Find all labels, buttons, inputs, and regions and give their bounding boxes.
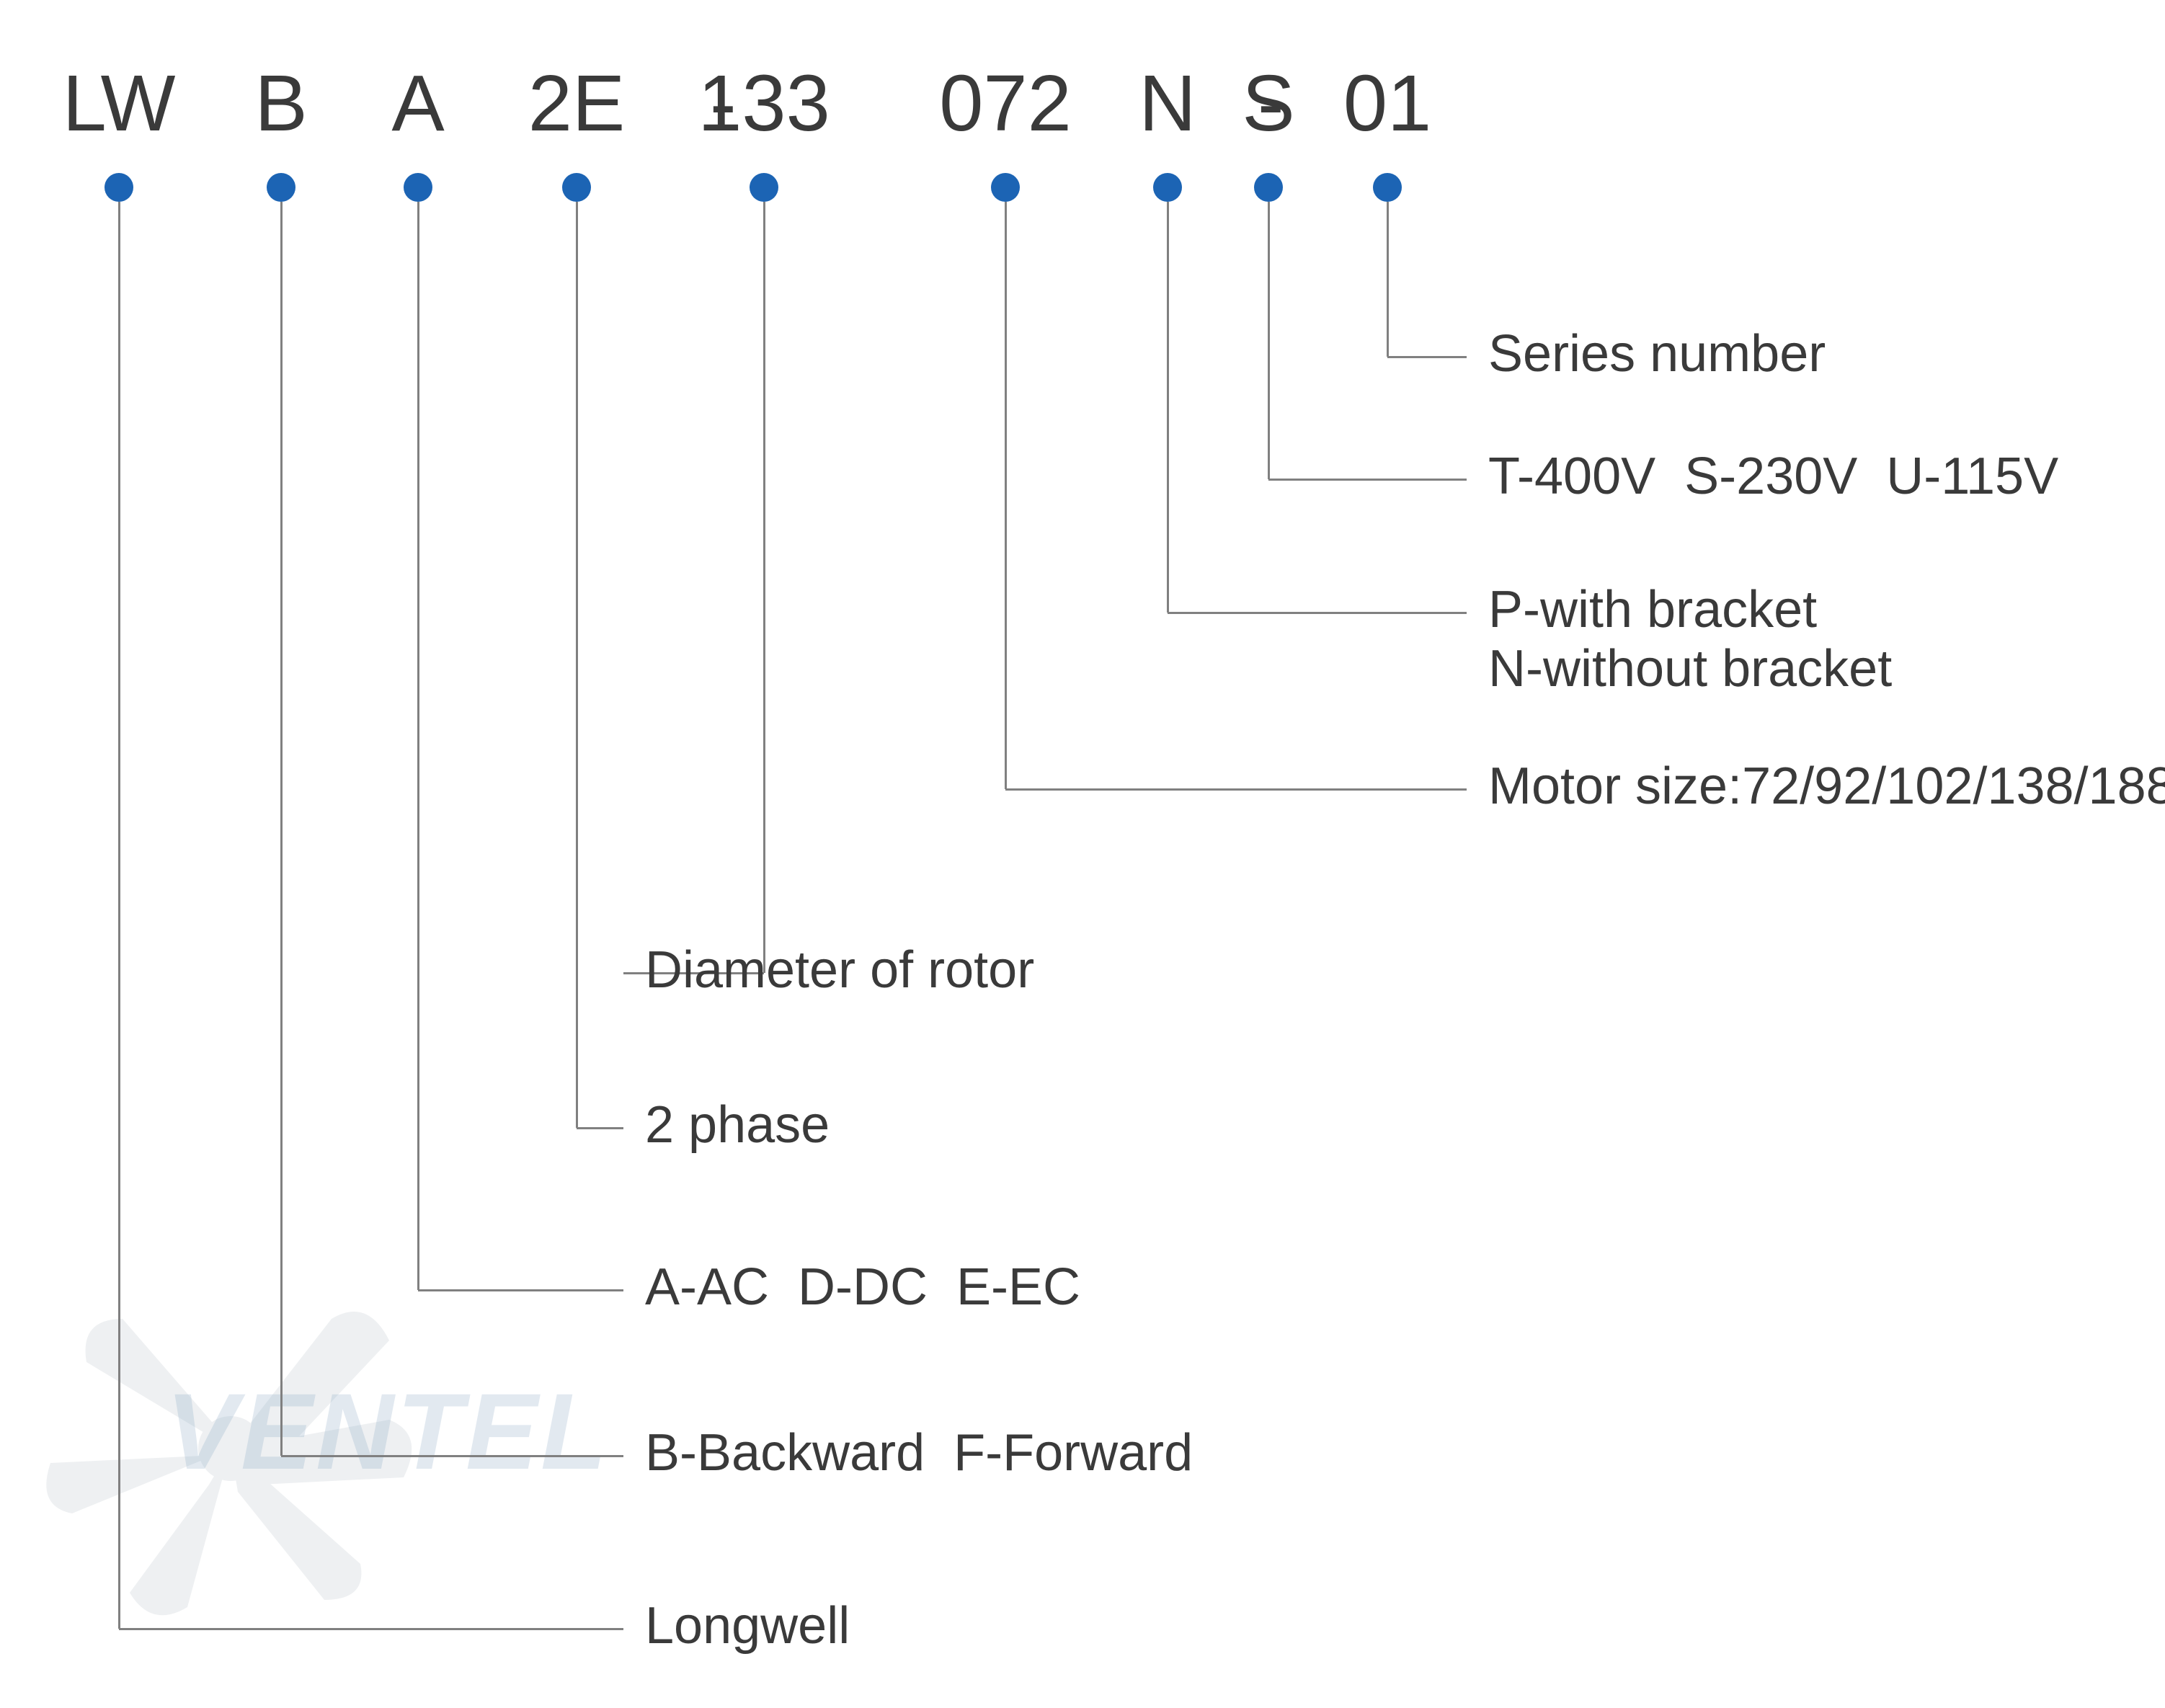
description-label: Diameter of rotor <box>645 940 1034 1000</box>
watermark-text: VENTEL <box>166 1369 610 1494</box>
description-label: Longwell <box>645 1596 850 1655</box>
code-segment-7: S <box>1242 58 1294 149</box>
connector-dot <box>1153 173 1182 202</box>
description-label: A-AC D-DC E-EC <box>645 1258 1080 1317</box>
connector-dot <box>750 173 778 202</box>
code-segment-5: 072 <box>939 58 1072 149</box>
code-segment-3: 2E <box>528 58 626 149</box>
connector-dot <box>1254 173 1283 202</box>
code-segment-0: LW <box>63 58 176 149</box>
connector-hline <box>577 1127 623 1129</box>
connector-dot <box>267 173 295 202</box>
description-label: B-Backward F-Forward <box>645 1423 1193 1482</box>
connector-hline <box>281 1455 623 1457</box>
code-segment-6: N <box>1139 58 1196 149</box>
connector-dot <box>562 173 591 202</box>
connector-hline <box>418 1289 623 1291</box>
watermark-fan-icon <box>29 1276 432 1622</box>
description-line: P-with bracket <box>1488 580 1892 639</box>
connector-hline <box>119 1628 623 1630</box>
description-label: T-400V S-230V U-115V <box>1488 447 2058 506</box>
connector-vline <box>763 202 765 973</box>
connector-dot <box>404 173 432 202</box>
description-label: 2 phase <box>645 1095 830 1155</box>
connector-vline <box>1387 202 1389 357</box>
connector-hline <box>1005 788 1467 791</box>
code-segment-1: B <box>254 58 307 149</box>
code-segment-4: 133 <box>698 58 830 149</box>
connector-vline <box>576 202 578 1128</box>
description-line: N-without bracket <box>1488 639 1892 698</box>
connector-dot <box>991 173 1020 202</box>
connector-hline <box>1387 356 1467 358</box>
connector-vline <box>118 202 120 1629</box>
connector-dot <box>105 173 133 202</box>
connector-vline <box>417 202 419 1290</box>
description-label: Series number <box>1488 324 1826 383</box>
connector-vline <box>1005 202 1007 789</box>
part-number-diagram: VENTEL LWBA2E-133072N-S01 Series numberT… <box>0 0 2165 1708</box>
connector-hline <box>1168 612 1467 614</box>
connector-vline <box>1268 202 1270 479</box>
code-segment-2: A <box>391 58 444 149</box>
connector-hline <box>1268 479 1467 481</box>
description-label: P-with bracketN-without bracket <box>1488 580 1892 698</box>
connector-vline <box>1167 202 1169 613</box>
code-segment-8: 01 <box>1343 58 1431 149</box>
description-label: Motor size:72/92/102/138/188/218 <box>1488 757 2165 816</box>
connector-vline <box>280 202 283 1456</box>
connector-dot <box>1373 173 1402 202</box>
